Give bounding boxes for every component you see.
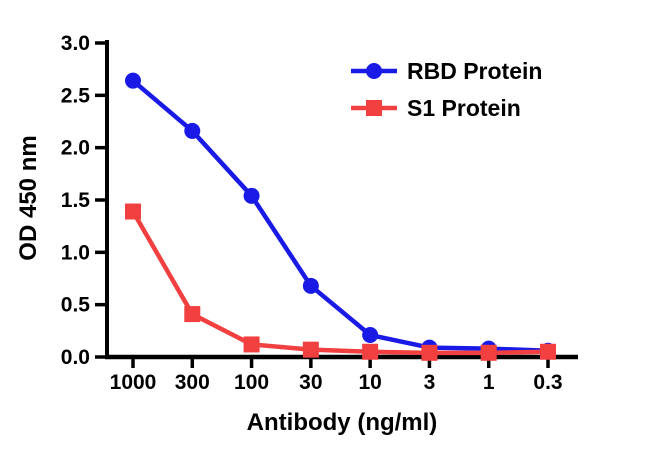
legend-circle-marker-icon xyxy=(366,63,382,79)
x-axis-title: Antibody (ng/ml) xyxy=(247,409,438,436)
x-tick-label: 300 xyxy=(175,371,210,394)
x-tick-label: 100 xyxy=(234,371,269,394)
marker-rbd-protein-30 xyxy=(302,277,319,294)
y-tick-label: 0.5 xyxy=(61,294,91,317)
marker-s1-protein-30 xyxy=(302,341,319,358)
legend-label-s1-protein: S1 Protein xyxy=(407,95,521,121)
legend-item-s1-protein: S1 Protein xyxy=(351,95,521,121)
legend-item-rbd-protein: RBD Protein xyxy=(351,58,542,84)
marker-s1-protein-1 xyxy=(480,344,497,361)
marker-s1-protein-3 xyxy=(421,344,438,361)
x-tick-label: 1 xyxy=(483,371,495,394)
x-tick-label: 3 xyxy=(424,371,436,394)
y-tick-label: 1.0 xyxy=(61,241,90,264)
legend-square-marker-icon xyxy=(366,100,382,116)
marker-rbd-protein-1000 xyxy=(125,72,141,89)
axes xyxy=(105,40,578,360)
marker-s1-protein-100 xyxy=(243,336,260,353)
marker-rbd-protein-10 xyxy=(362,327,379,344)
legend: RBD Protein S1 Protein xyxy=(351,58,542,121)
legend-label-rbd-protein: RBD Protein xyxy=(407,58,542,84)
marker-s1-protein-300 xyxy=(184,306,201,323)
series-line-s1-protein xyxy=(131,210,549,356)
x-tick-label: 1000 xyxy=(110,371,157,394)
marker-rbd-protein-300 xyxy=(184,122,201,139)
y-axis-ticks: 0.0 0.5 1.0 1.5 2.0 2.5 3.0 xyxy=(61,32,105,369)
marker-s1-protein-10 xyxy=(362,343,379,360)
y-tick-label: 3.0 xyxy=(61,32,90,55)
x-axis-ticks: 1000 300 100 30 10 3 1 0.3 xyxy=(110,359,563,394)
series-line-rbd-protein xyxy=(131,78,549,353)
data-series xyxy=(125,72,556,361)
y-tick-label: 2.5 xyxy=(61,84,91,107)
marker-s1-protein-0.3 xyxy=(540,343,556,360)
y-tick-label: 0.0 xyxy=(61,346,90,369)
marker-s1-protein-1000 xyxy=(125,203,141,220)
marker-rbd-protein-100 xyxy=(243,187,260,204)
x-tick-label: 0.3 xyxy=(533,371,562,394)
y-tick-label: 2.0 xyxy=(61,137,90,160)
x-tick-label: 30 xyxy=(299,371,322,394)
y-tick-label: 1.5 xyxy=(61,189,91,212)
x-tick-label: 10 xyxy=(358,371,381,394)
y-axis-title: OD 450 nm xyxy=(15,135,42,260)
